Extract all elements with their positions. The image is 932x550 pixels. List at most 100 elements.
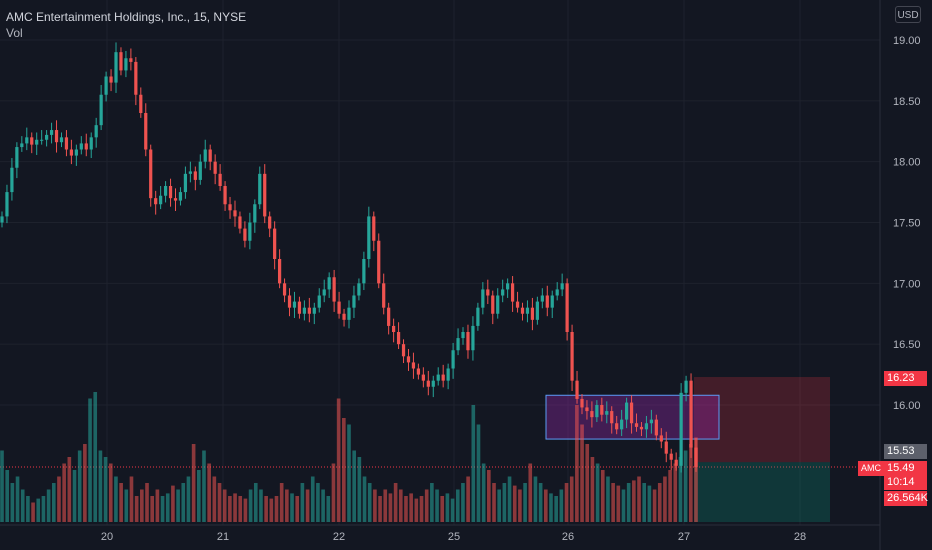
- volume-bar: [694, 437, 698, 522]
- volume-bar: [316, 483, 320, 522]
- candle-body: [228, 204, 232, 211]
- candle-body: [248, 222, 252, 241]
- volume-bar: [430, 483, 434, 522]
- volume-bar: [20, 489, 25, 522]
- volume-bar: [419, 496, 424, 522]
- volume-bar: [492, 483, 496, 522]
- candle-body: [392, 325, 396, 332]
- candle-body: [233, 210, 237, 217]
- candle-body: [436, 374, 440, 381]
- candle-body: [496, 295, 500, 314]
- currency-button[interactable]: USD: [895, 6, 921, 23]
- volume-bar: [217, 483, 222, 522]
- volume-bar: [404, 496, 408, 522]
- candle-body: [208, 149, 212, 162]
- candle-body: [94, 125, 98, 138]
- volume-bar: [160, 496, 165, 522]
- time-tick-label: 20: [101, 531, 113, 543]
- volume-bar: [487, 470, 491, 522]
- volume-bar: [171, 485, 175, 522]
- time-axis[interactable]: 20 21 22 25 26 27 28: [0, 524, 880, 543]
- candle-body: [382, 283, 386, 308]
- volume-bar: [41, 496, 46, 522]
- candle-body: [367, 216, 371, 259]
- candle-body: [387, 307, 391, 326]
- volume-bar: [295, 496, 300, 522]
- volume-bar: [362, 476, 367, 522]
- candle-body: [144, 113, 148, 150]
- candle-body: [416, 368, 421, 375]
- candle-body: [312, 307, 316, 314]
- candle-body: [446, 368, 450, 381]
- candle-body: [292, 301, 297, 308]
- candle-body: [213, 161, 217, 174]
- candle-body: [565, 283, 569, 332]
- volume-bar: [652, 489, 657, 522]
- volume-bar: [98, 450, 103, 522]
- candle-body: [253, 204, 257, 223]
- volume-bar: [62, 463, 66, 522]
- volume-bar: [279, 483, 284, 522]
- candle-body: [575, 380, 579, 399]
- candle-body: [218, 173, 222, 186]
- volume-bar: [129, 476, 134, 522]
- candle-body: [203, 149, 207, 162]
- volume-bar: [108, 463, 113, 522]
- volume-bar: [36, 498, 41, 522]
- price-tick-label: 17.00: [893, 278, 921, 290]
- candle-body: [401, 344, 406, 357]
- candle-body: [347, 307, 351, 320]
- volume-bar: [450, 498, 455, 522]
- entry-price-label: 15.53: [884, 444, 927, 459]
- candle-body: [124, 58, 128, 71]
- candle-body: [595, 405, 599, 418]
- volume-bar: [481, 463, 486, 522]
- candle-body: [45, 134, 49, 140]
- volume-bar: [114, 476, 118, 522]
- candle-body: [620, 419, 624, 430]
- price-axis[interactable]: 19.00 18.50 18.00 17.50 17.00 16.50 16.00: [879, 0, 921, 550]
- candle-body: [669, 453, 673, 460]
- price-tick-label: 19.00: [893, 35, 921, 47]
- candle-body: [307, 307, 311, 314]
- volume-bar: [689, 444, 693, 522]
- candle-body: [441, 374, 445, 381]
- candlestick-series: [0, 42, 698, 473]
- volume-bar: [621, 489, 626, 522]
- candle-body: [193, 171, 197, 180]
- time-tick-label: 27: [678, 531, 690, 543]
- volume-bar: [549, 493, 553, 522]
- volume-bar: [564, 483, 569, 522]
- position-tool[interactable]: [694, 377, 830, 522]
- volume-bar: [93, 392, 98, 522]
- candle-body: [525, 307, 530, 314]
- volume-bar: [119, 483, 123, 522]
- candle-body: [535, 301, 539, 320]
- candle-body: [590, 411, 594, 418]
- volume-bar: [497, 489, 502, 522]
- candle-body: [159, 195, 163, 205]
- candle-body: [84, 143, 88, 150]
- candle-body: [258, 173, 262, 205]
- candle-body: [352, 295, 356, 308]
- candle-body: [674, 459, 678, 466]
- candle-body: [510, 283, 515, 302]
- volume-bar: [683, 450, 688, 522]
- volume-bar: [538, 483, 543, 522]
- candle-body: [411, 362, 416, 369]
- candle-body: [550, 295, 554, 308]
- candle-body: [520, 307, 525, 314]
- volume-bar: [466, 476, 470, 522]
- volume-bar: [253, 483, 258, 522]
- candle-body: [332, 277, 336, 302]
- volume-bar: [31, 502, 35, 522]
- last-price-label: 15.49: [884, 461, 927, 476]
- candle-body: [79, 143, 83, 150]
- candle-body: [639, 426, 644, 430]
- volume-bar: [77, 450, 82, 522]
- volume-bar: [264, 496, 268, 522]
- volume-bar: [165, 493, 170, 522]
- volume-bar: [212, 476, 217, 522]
- volume-bar: [600, 470, 605, 522]
